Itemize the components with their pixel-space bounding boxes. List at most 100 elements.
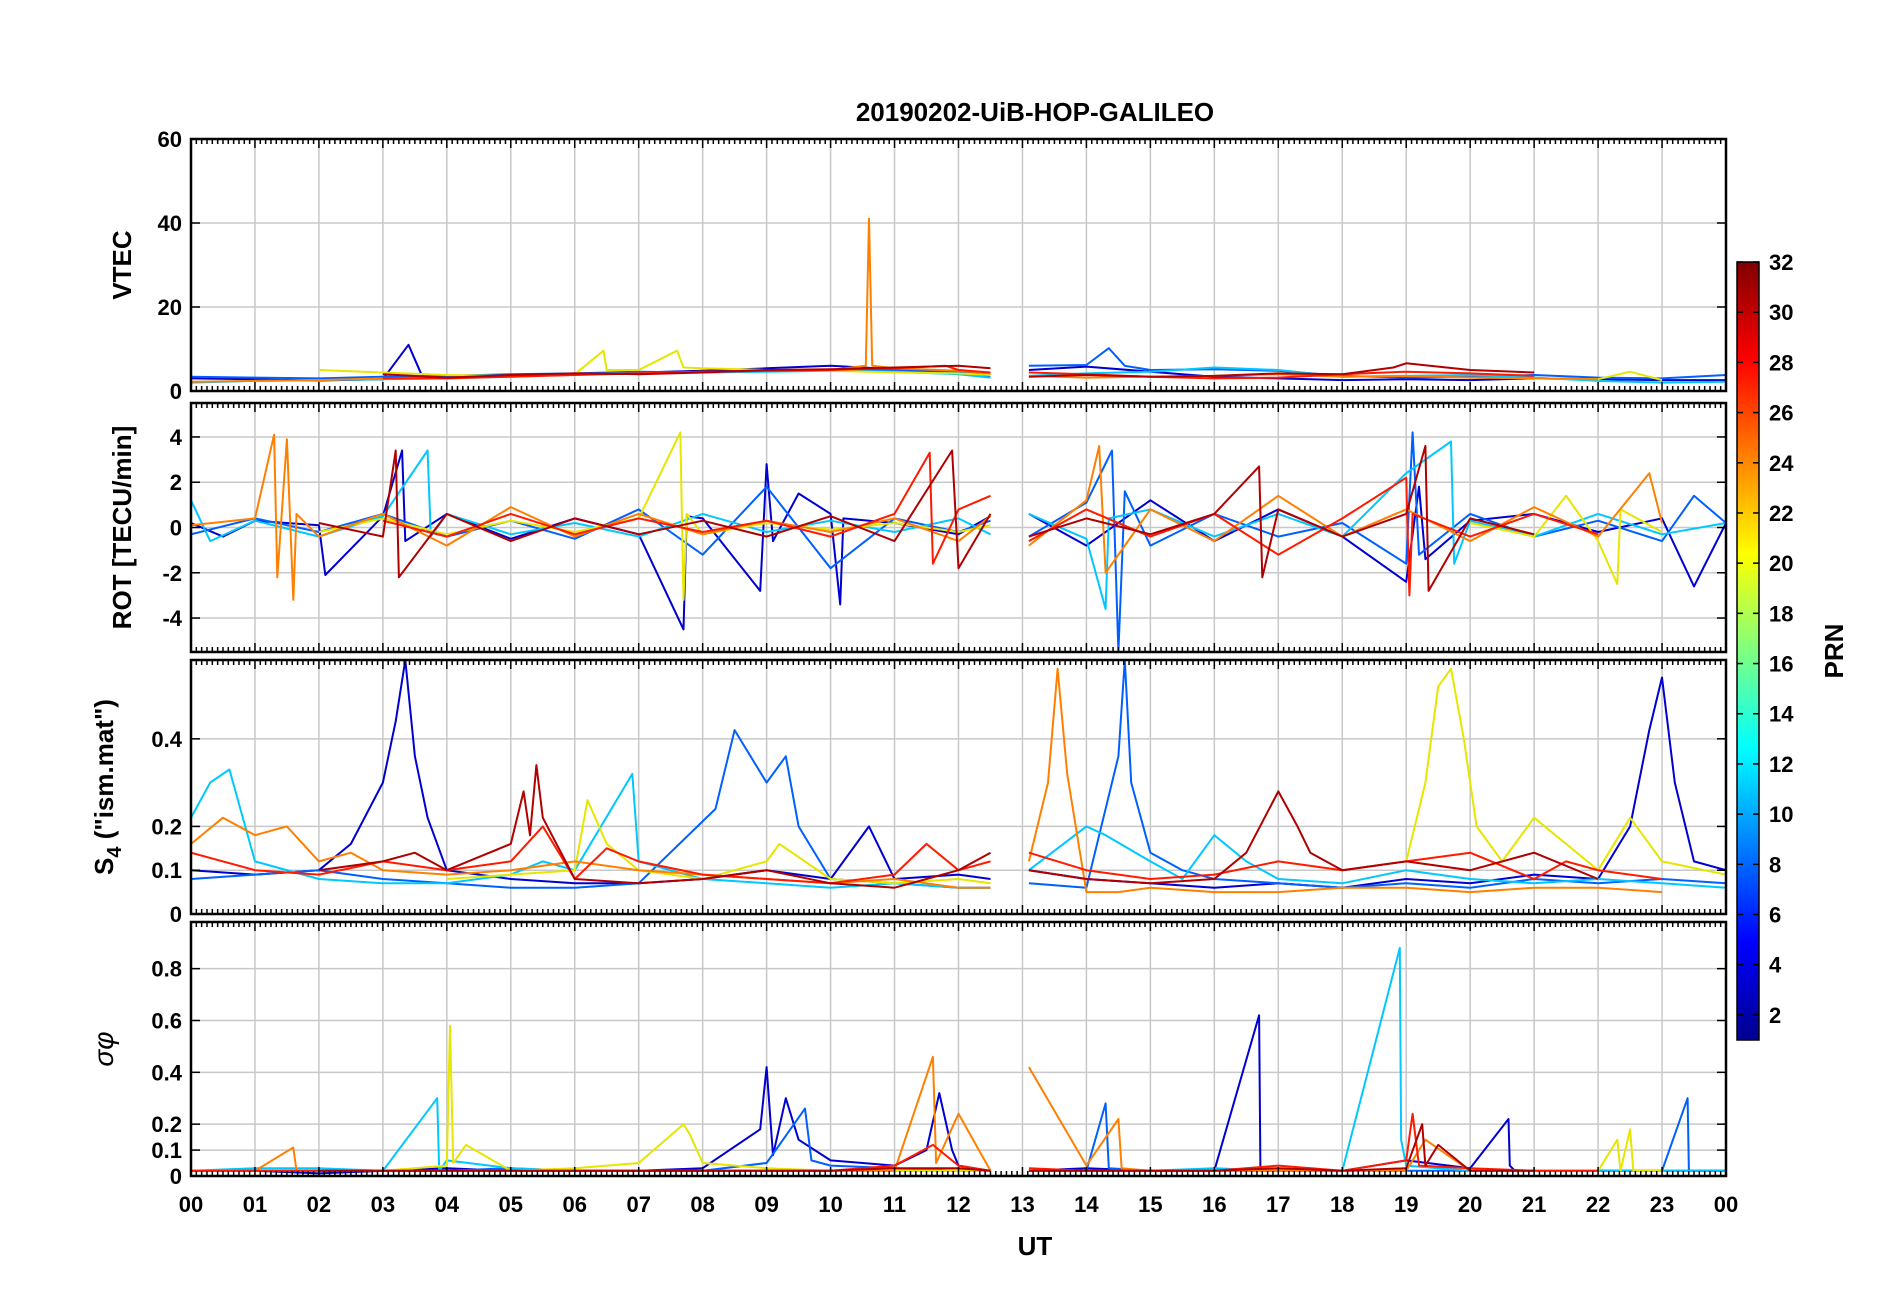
y-tick-label: 4 [170,425,183,450]
series-prn-2 [191,449,991,631]
colorbar-tick-label: 10 [1769,802,1793,827]
x-tick-label: 03 [371,1192,395,1217]
x-tick-label: 23 [1650,1192,1674,1217]
panel-grid [191,139,1726,391]
panel-grid [191,922,1726,1176]
x-tick-label: 21 [1522,1192,1546,1217]
series-prn-31 [1028,445,1535,592]
x-tick-label: 00 [1714,1192,1738,1217]
y-tick-label: 0.1 [151,1138,182,1163]
series-prn-2 [1028,676,1726,889]
x-tick-label: 02 [307,1192,331,1217]
x-tick-label: 11 [883,1192,906,1217]
panel-series [191,431,1726,652]
x-tick-label: 12 [946,1192,970,1217]
y-axis-label: VTEC [107,230,137,300]
x-tick-label: 14 [1074,1192,1099,1217]
series-prn-24 [1027,667,1663,894]
colorbar-tick-label: 20 [1769,551,1793,576]
colorbar-tick-label: 26 [1769,401,1793,426]
series-prn-28 [382,451,991,565]
colorbar-tick-label: 28 [1769,350,1793,375]
y-tick-label: 0.8 [151,957,182,982]
x-axis-tick-labels: 00 01 02 03 04 05 06 07 08 09 10 11 12 13 14 15 16 17 18 19… [179,1192,1738,1217]
colorbar-tick-label: 14 [1769,702,1794,727]
series-prn-24 [191,433,992,601]
y-tick-label: 0.4 [151,727,182,752]
series-prn-31 [1028,362,1535,378]
x-tick-label: 09 [754,1192,778,1217]
x-axis-label: UT [1018,1231,1053,1261]
x-tick-label: 07 [626,1192,650,1217]
y-tick-label: 0 [170,1164,182,1189]
colorbar-tick-label: 2 [1769,1003,1781,1028]
series-prn-2 [1028,485,1726,588]
series-prn-2 [191,660,991,885]
series-prn-31 [318,1167,991,1172]
series-prn-24 [191,816,991,889]
panel-series [191,660,1726,894]
series-prn-8 [191,369,991,380]
colorbar-tick-label: 30 [1769,300,1793,325]
y-tick-label: 0.1 [151,858,182,883]
series-prn-11 [1028,440,1726,610]
x-tick-label: 13 [1010,1192,1034,1217]
chart-title: 20190202-UiB-HOP-GALILEO [856,97,1214,127]
series-prn-28 [191,825,991,885]
colorbar-tick-label: 32 [1769,250,1793,275]
x-tick-label: 19 [1394,1192,1418,1217]
panel-vtec: 0 20 40 60 VTEC [107,127,1728,404]
y-tick-label: 60 [158,127,182,152]
x-tick-label: 05 [499,1192,523,1217]
x-tick-label: 18 [1330,1192,1354,1217]
x-tick-label: 01 [243,1192,267,1217]
colorbar-tick-label: 24 [1769,451,1794,476]
colorbar-tick-label: 6 [1769,903,1781,928]
x-tick-label: 17 [1266,1192,1290,1217]
y-axis-label: σφ [88,1031,119,1066]
y-tick-label: -4 [162,606,182,631]
y-tick-label: 40 [158,211,182,236]
y-tick-label: 0.6 [151,1008,182,1033]
series-prn-31 [318,449,992,579]
series-prn-31 [1028,1123,1535,1172]
colorbar-tick-label: 22 [1769,501,1793,526]
colorbar-tick-label: 8 [1769,852,1781,877]
series-prn-31 [318,764,991,889]
colorbar-tick-label: 16 [1769,652,1793,677]
y-axis-label: S4 ("ism.mat") [89,699,126,875]
series-prn-11 [191,768,991,889]
colorbar-tick-label: 4 [1769,953,1782,978]
y-axis-label: ROT [TECU/min] [107,426,137,630]
x-tick-label: 16 [1202,1192,1226,1217]
x-tick-label: 00 [179,1192,203,1217]
y-tick-label: -2 [162,561,182,586]
panel-sigma_phi: 00.10.2 0.4 0.6 0.8 σφ [88,920,1728,1189]
panel-frame [189,920,1728,1178]
y-tick-label: 0 [170,379,182,404]
series-prn-11 [1028,825,1726,889]
x-tick-label: 15 [1138,1192,1162,1217]
series-prn-31 [1028,790,1599,885]
panel-s4: 0 0.1 0.2 0.4 S4 ("ism.mat") [89,658,1728,927]
panel-grid [191,403,1726,652]
x-tick-label: 04 [435,1192,460,1217]
panel-series [191,217,1726,384]
x-tick-label: 22 [1586,1192,1610,1217]
y-axis-label-main: S [89,858,119,875]
x-tick-label: 06 [563,1192,587,1217]
y-tick-label: 20 [158,295,182,320]
series-prn-31 [382,364,991,379]
x-tick-label: 08 [690,1192,714,1217]
series-prn-2 [1028,365,1726,382]
y-tick-label: 0.4 [151,1060,182,1085]
y-tick-label: 0.2 [151,1112,182,1137]
panel-frame [189,658,1728,916]
y-tick-label: 2 [170,470,182,495]
panel-frame [189,401,1728,654]
colorbar-tick-label: 12 [1769,752,1793,777]
